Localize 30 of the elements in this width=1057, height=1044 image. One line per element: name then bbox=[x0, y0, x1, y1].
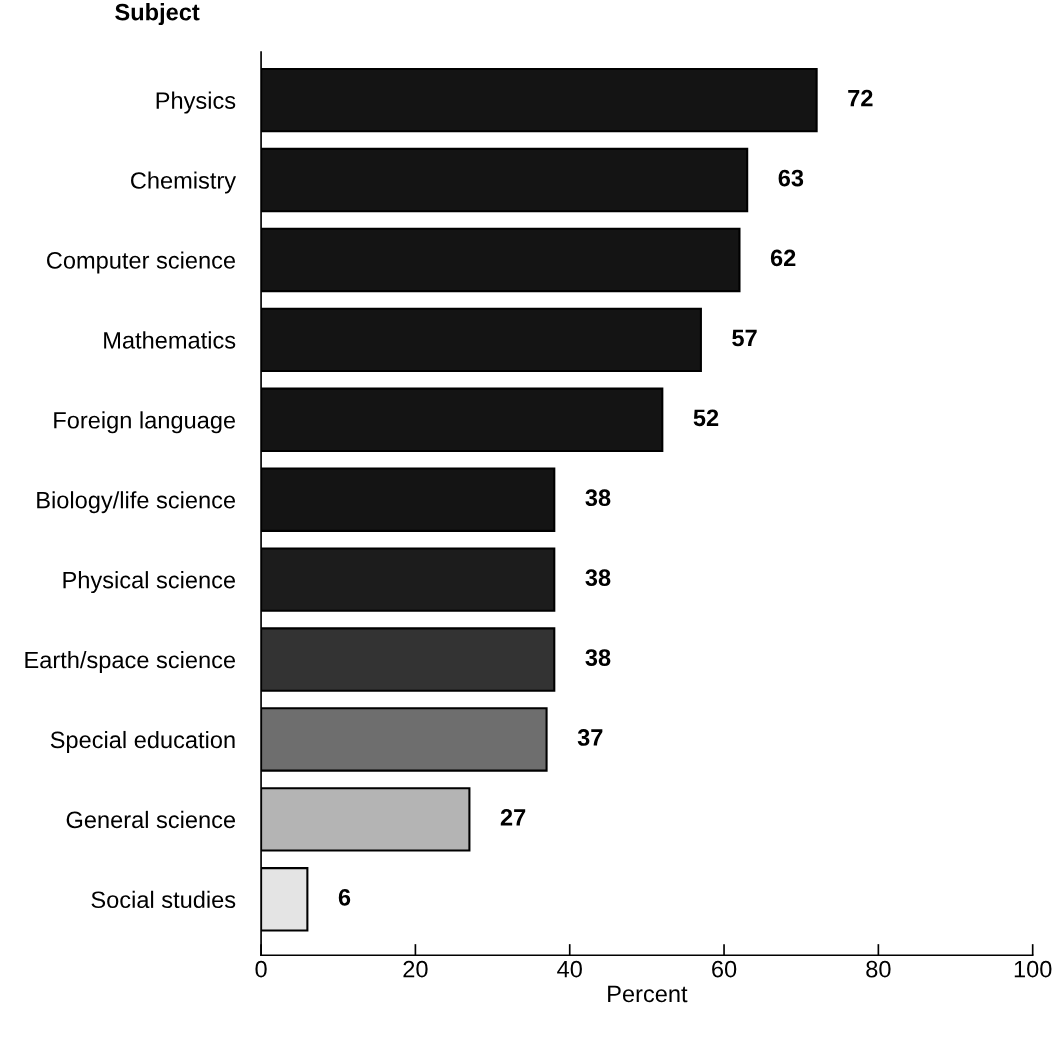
y-tick-label: Biology/life science bbox=[37, 491, 236, 514]
y-tick-label: Computer science bbox=[47, 251, 236, 274]
data-label: 63 bbox=[778, 169, 804, 187]
data-label: 72 bbox=[848, 89, 873, 107]
data-label: 38 bbox=[585, 489, 611, 507]
x-tick-label: 40 bbox=[557, 960, 582, 978]
y-tick-label: Social studies bbox=[91, 890, 236, 909]
x-tick-label: 20 bbox=[403, 960, 428, 978]
y-tick-label: Special education bbox=[50, 730, 235, 753]
data-label: 62 bbox=[770, 249, 796, 267]
x-tick-label: 100 bbox=[1014, 960, 1052, 978]
y-tick-label: Foreign language bbox=[54, 411, 236, 434]
x-tick-label: 0 bbox=[255, 960, 267, 978]
data-label: 38 bbox=[585, 569, 611, 587]
y-tick-label: Chemistry bbox=[131, 171, 237, 194]
y-tick-label: Physical science bbox=[63, 571, 236, 594]
y-tick-label: General science bbox=[66, 810, 236, 829]
data-label: 6 bbox=[338, 888, 351, 906]
x-tick-label: 60 bbox=[712, 960, 737, 978]
y-axis-title: Subject bbox=[115, 3, 200, 26]
y-tick-label: Mathematics bbox=[104, 331, 236, 349]
y-tick-label: Earth/space science bbox=[25, 651, 236, 674]
data-label: 52 bbox=[693, 409, 719, 427]
x-axis-title: Percent bbox=[608, 985, 688, 1003]
data-label: 38 bbox=[585, 649, 611, 666]
x-tick-label: 80 bbox=[866, 960, 891, 978]
data-label: 57 bbox=[732, 329, 757, 347]
data-label: 27 bbox=[500, 809, 526, 826]
y-tick-label: Physics bbox=[156, 91, 236, 114]
data-label: 37 bbox=[577, 729, 603, 746]
